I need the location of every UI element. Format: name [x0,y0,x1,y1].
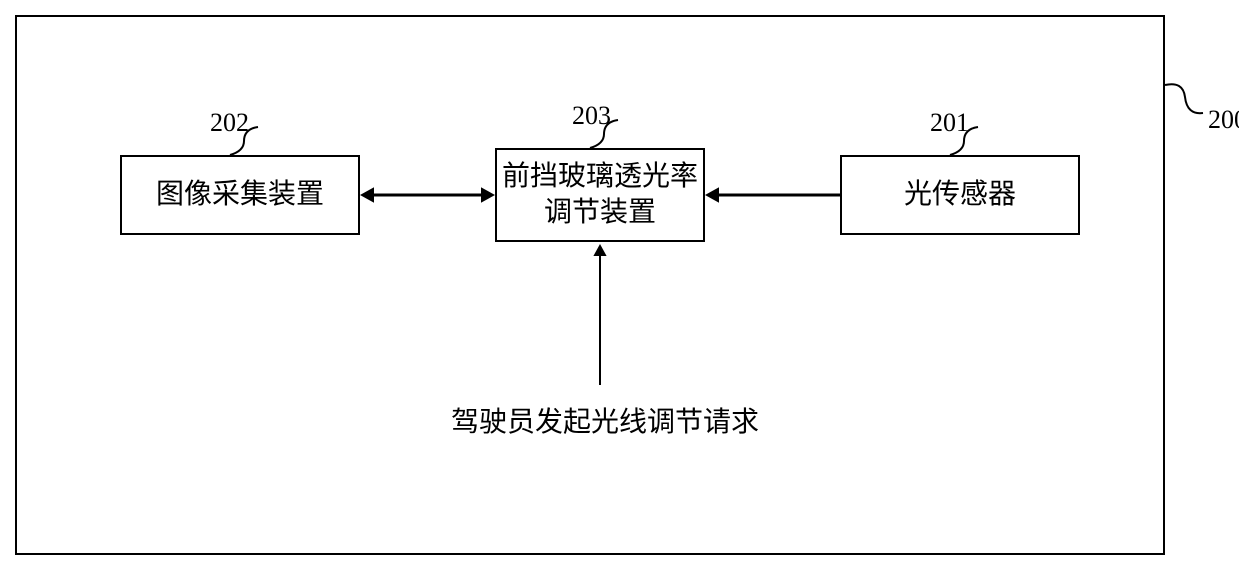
node-label: 前挡玻璃透光率调节装置 [501,159,699,232]
ref-right: 201 [930,108,969,138]
ref-left: 202 [210,108,249,138]
ref-frame: 200 [1208,105,1239,135]
bottom-request-label: 驾驶员发起光线调节请求 [451,407,759,438]
ref-center: 203 [572,101,611,131]
node-transmittance-adjuster: 前挡玻璃透光率调节装置 [495,148,705,242]
bottom-request-text: 驾驶员发起光线调节请求 [445,400,765,440]
outer-frame [15,15,1165,555]
node-label: 光传感器 [904,177,1016,213]
node-light-sensor: 光传感器 [840,155,1080,235]
node-image-capture: 图像采集装置 [120,155,360,235]
node-label: 图像采集装置 [156,177,324,213]
diagram-canvas: 图像采集装置 前挡玻璃透光率调节装置 光传感器 200 202 203 201 … [0,0,1239,572]
